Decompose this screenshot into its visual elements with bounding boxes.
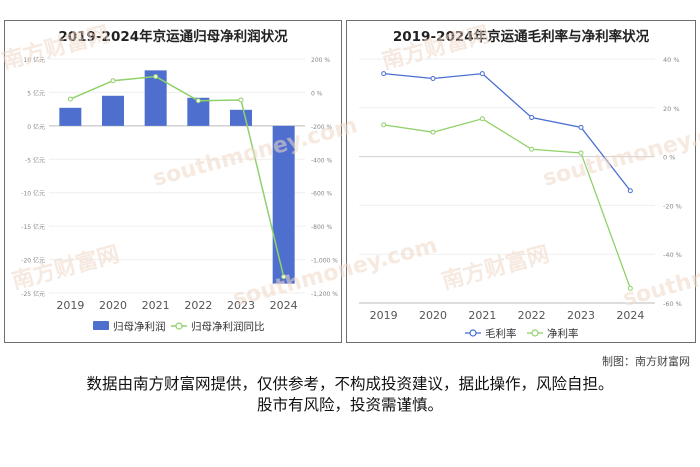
point-0-2024	[627, 188, 633, 194]
legend-swatch-marker	[469, 329, 477, 337]
point-0-2021	[479, 71, 485, 77]
x-tick-label: 2024	[270, 299, 298, 312]
series-line-0	[383, 72, 631, 192]
point-1-2019	[381, 122, 387, 128]
y-tick-label-left: 10 亿元	[23, 56, 45, 64]
point-yoy-2024	[281, 274, 287, 280]
legend-label: 净利率	[547, 327, 579, 340]
legend-label: 归母净利润同比	[191, 320, 265, 333]
disclaimer-line-2: 股市有风险，投资需谨慎。	[256, 396, 443, 414]
bar-2022	[187, 97, 210, 126]
y-tick-label-right: -20 %	[663, 202, 682, 210]
point-1-2020	[430, 129, 436, 135]
x-tick-label: 2022	[184, 299, 212, 312]
y-tick-label-right: 0 %	[311, 90, 323, 97]
legend-swatch-bar	[93, 321, 109, 330]
bar-2023	[230, 109, 252, 126]
legend-swatch-marker	[175, 322, 183, 330]
point-1-2022	[529, 146, 535, 152]
y-tick-label-right: -40 %	[663, 251, 682, 259]
bar-2021	[144, 70, 167, 126]
point-yoy-2021	[153, 74, 159, 80]
point-1-2024	[627, 285, 633, 291]
y-tick-label-right: 200 %	[311, 57, 330, 64]
y-tick-label-right: 0 %	[663, 154, 675, 162]
y-tick-label-left: 0 亿元	[27, 123, 45, 131]
bar-2024	[272, 125, 295, 284]
chart-panel-margins: 2019-2024年京运通毛利率与净利率状况 40 % 20 % 0 % -20 % -…	[346, 20, 696, 343]
y-tick-label-right: -600 %	[311, 191, 333, 198]
y-tick-label-left: -25 亿元	[21, 290, 45, 298]
point-0-2022	[529, 115, 535, 121]
y-tick-label-right: 20 %	[663, 105, 680, 113]
y-tick-label-right: -1,000 %	[311, 258, 338, 265]
y-tick-label-right: -60 %	[663, 300, 682, 308]
x-tick-label: 2023	[227, 299, 255, 312]
x-tick-label: 2021	[142, 299, 170, 312]
point-1-2023	[578, 150, 584, 156]
x-tick-label: 2020	[99, 299, 127, 312]
legend-label: 毛利率	[485, 327, 517, 340]
point-yoy-2023	[238, 97, 244, 103]
chart-title: 2019-2024年京运通毛利率与净利率状况	[392, 29, 650, 45]
credit-text: 制图：南方财富网	[602, 355, 690, 368]
chart-panel-net-profit: 2019-2024年京运通归母净利润状况 10 亿元 5 亿元 0 亿元 -5 亿元 -…	[4, 20, 342, 343]
y-tick-label-left: -20 亿元	[21, 257, 45, 265]
point-0-2019	[381, 71, 387, 77]
y-tick-label-right: -400 %	[311, 157, 333, 164]
disclaimer: 数据由南方财富网提供，仅供参考，不构成投资建议，据此操作，风险自担。 股市有风险…	[0, 374, 700, 416]
point-1-2021	[479, 116, 485, 122]
net-profit-chart: 10 亿元 5 亿元 0 亿元 -5 亿元 -10 亿元 -15 亿元 -20 亿元 -25 …	[21, 56, 338, 333]
y-tick-label-right: 40 %	[663, 56, 680, 64]
chart-title: 2019-2024年京运通归母净利润状况	[58, 29, 288, 45]
x-tick-label: 2019	[370, 309, 398, 322]
series-line-yoy	[70, 75, 285, 277]
point-yoy-2022	[195, 98, 201, 104]
x-tick-label: 2023	[567, 309, 595, 322]
x-tick-label: 2019	[56, 299, 84, 312]
y-tick-label-left: -15 亿元	[21, 223, 45, 231]
margin-chart: 40 % 20 % 0 % -20 % -40 % -60 % 2019 2020 2021 20…	[359, 56, 682, 340]
x-tick-label: 2020	[419, 309, 447, 322]
legend-label: 归母净利润	[113, 320, 166, 333]
x-tick-label: 2024	[616, 309, 644, 322]
disclaimer-line-1: 数据由南方财富网提供，仅供参考，不构成投资建议，据此操作，风险自担。	[86, 375, 614, 393]
point-yoy-2020	[110, 78, 116, 84]
bar-2019	[59, 107, 82, 126]
point-0-2023	[578, 124, 584, 130]
y-tick-label-left: 5 亿元	[27, 89, 45, 97]
y-tick-label-right: -200 %	[311, 124, 333, 131]
bar-2020	[102, 95, 124, 126]
point-0-2020	[430, 76, 436, 82]
point-yoy-2019	[67, 96, 73, 102]
x-tick-label: 2021	[468, 309, 496, 322]
y-tick-label-right: -800 %	[311, 224, 333, 231]
series-line-1	[383, 118, 631, 289]
y-tick-label-right: -1,200 %	[311, 291, 338, 298]
legend-swatch-marker	[531, 329, 539, 337]
y-tick-label-left: -5 亿元	[25, 156, 45, 164]
y-tick-label-left: -10 亿元	[21, 190, 45, 198]
x-tick-label: 2022	[518, 309, 546, 322]
